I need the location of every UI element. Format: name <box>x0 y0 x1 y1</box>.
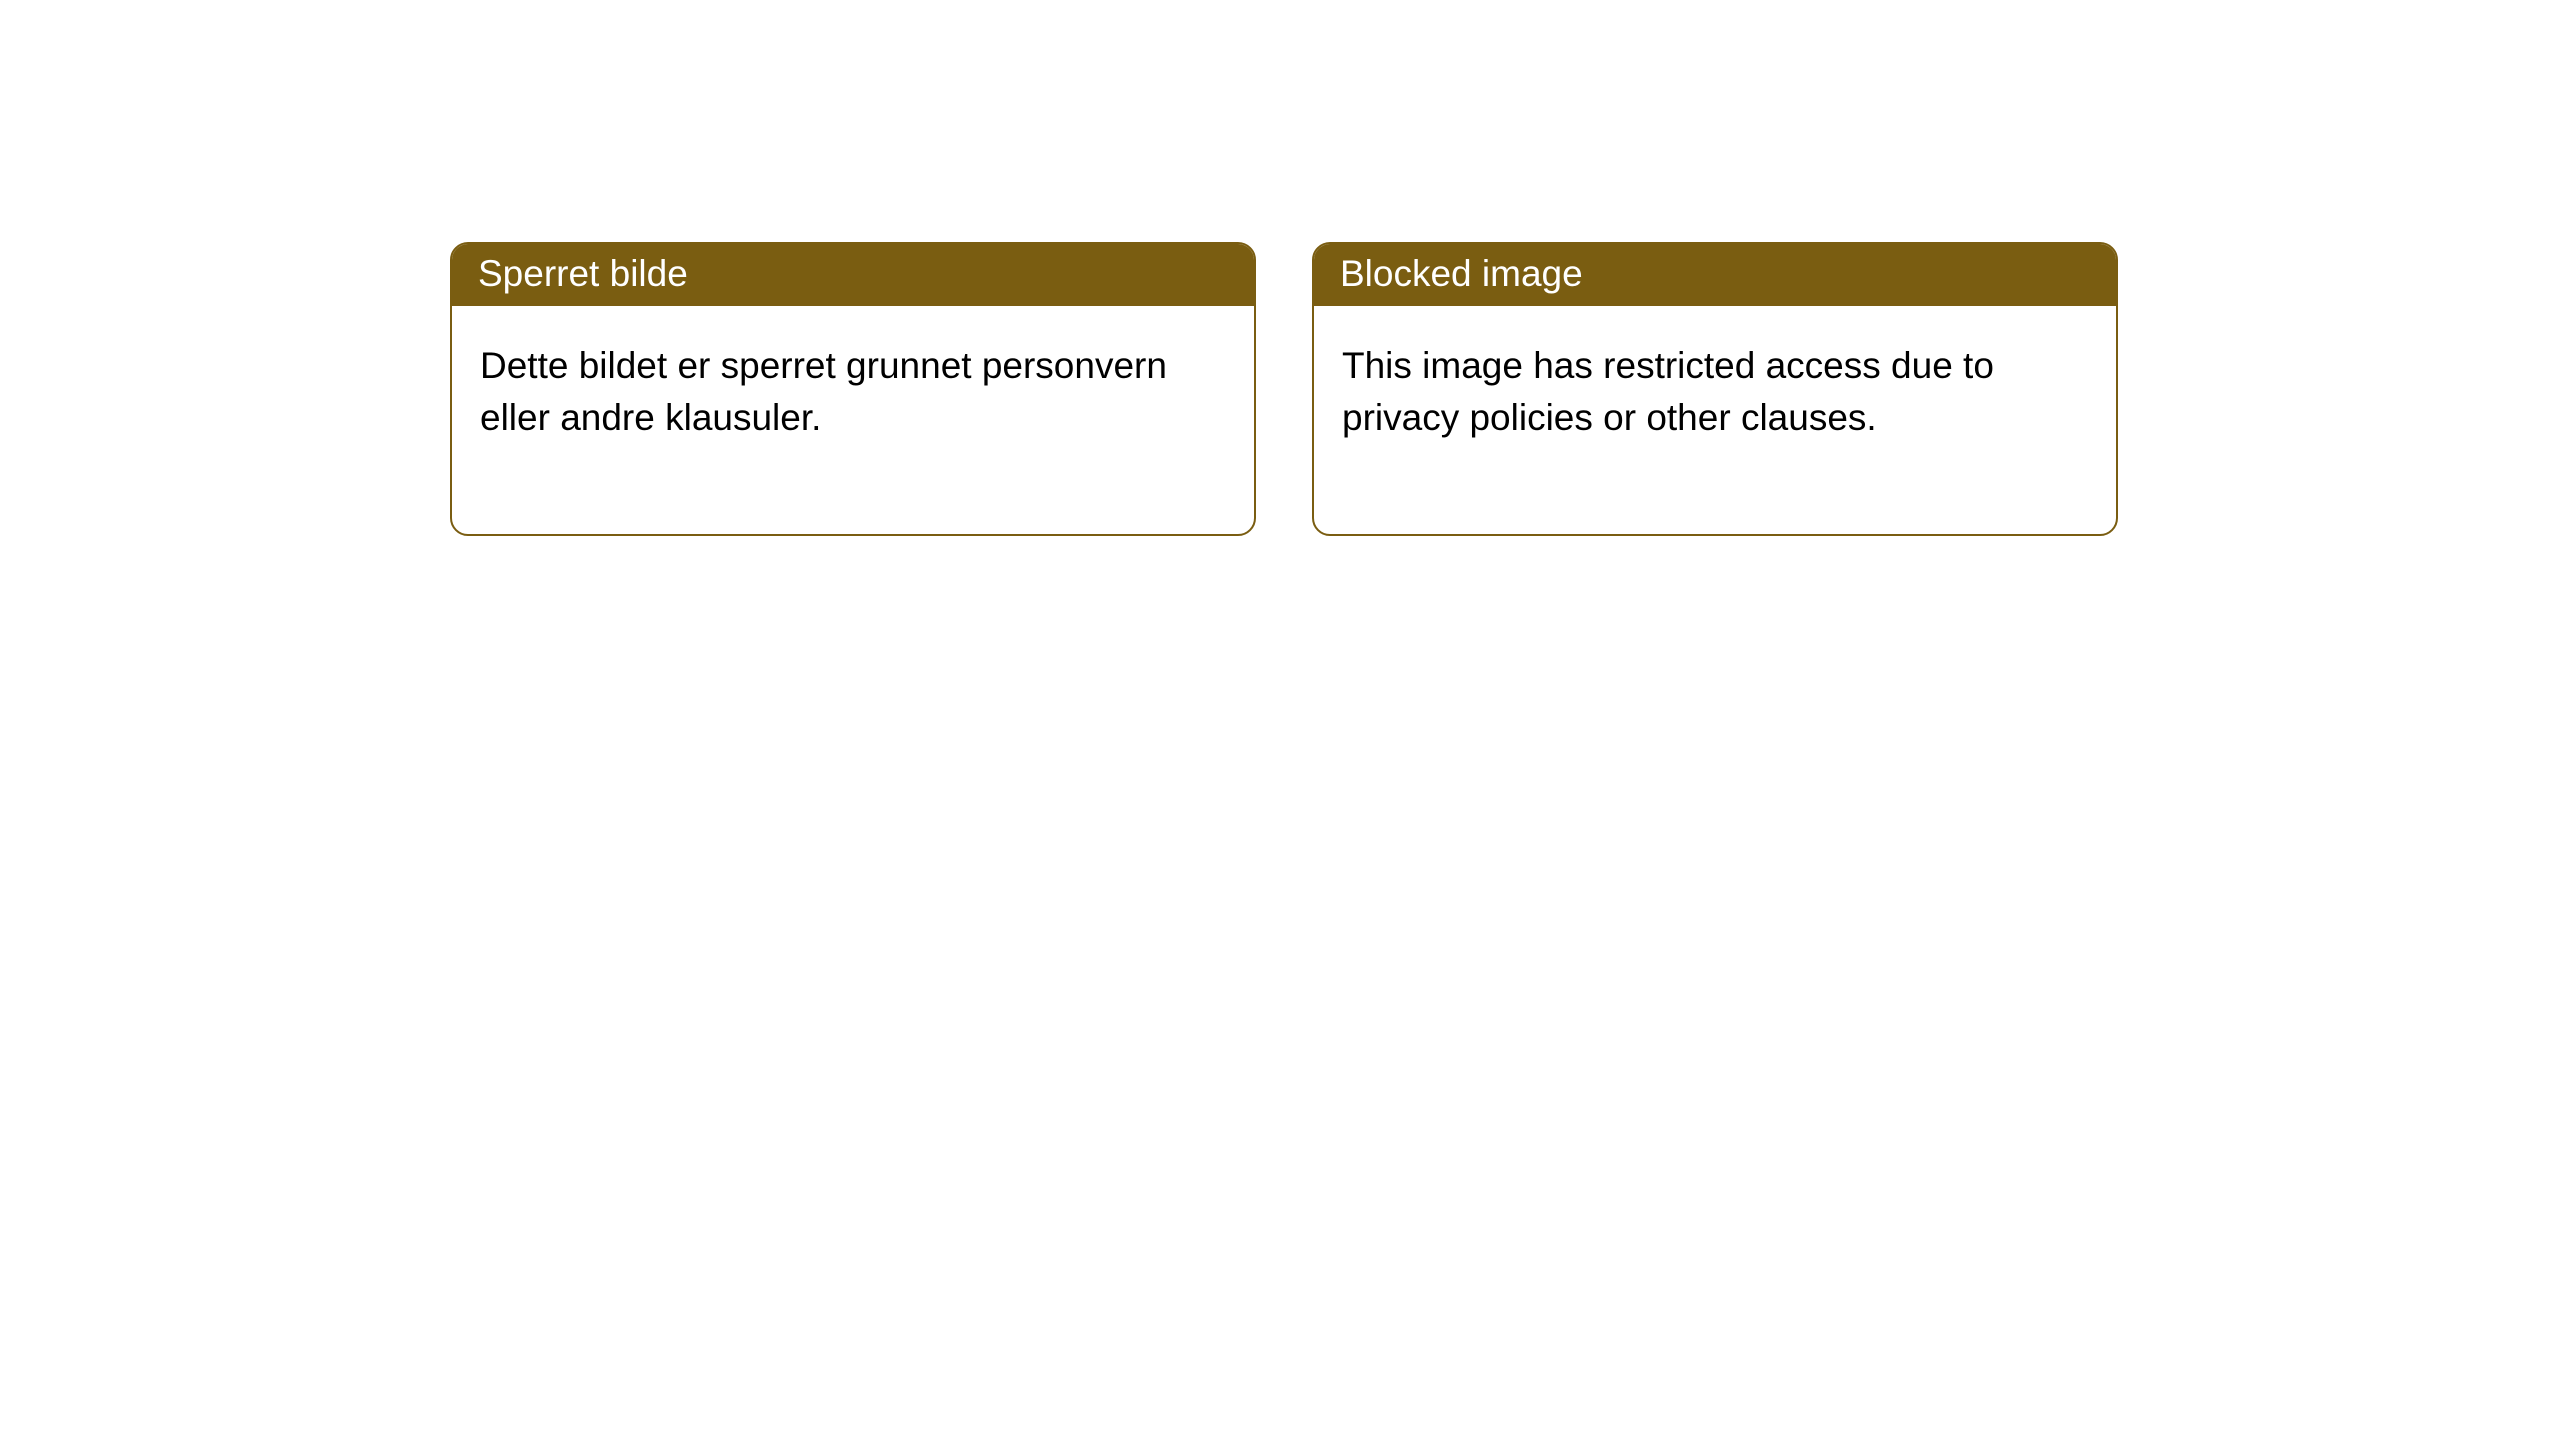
notice-title-english: Blocked image <box>1314 244 2116 306</box>
notice-body-norwegian: Dette bildet er sperret grunnet personve… <box>452 306 1254 534</box>
notice-body-english: This image has restricted access due to … <box>1314 306 2116 534</box>
notice-title-norwegian: Sperret bilde <box>452 244 1254 306</box>
notice-card-english: Blocked image This image has restricted … <box>1312 242 2118 536</box>
notice-card-norwegian: Sperret bilde Dette bildet er sperret gr… <box>450 242 1256 536</box>
notice-container: Sperret bilde Dette bildet er sperret gr… <box>0 0 2560 536</box>
